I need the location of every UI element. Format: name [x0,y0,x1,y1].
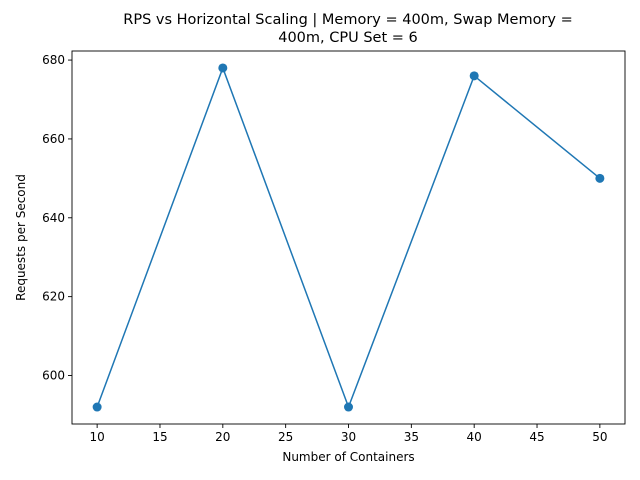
x-tick-label: 25 [278,430,293,444]
data-point [469,71,479,81]
series-line-group [92,63,605,412]
y-tick-label: 640 [42,211,65,225]
plot-frame [71,50,626,425]
x-tick-label: 20 [215,430,230,444]
x-tick-label: 40 [467,430,482,444]
data-point [218,63,228,73]
y-tick-label: 680 [42,53,65,67]
chart-title-line-2: 400m, CPU Set = 6 [278,30,418,46]
chart-title: RPS vs Horizontal Scaling | Memory = 400… [123,12,573,46]
y-axis-label: Requests per Second [14,174,28,301]
data-point [92,402,102,412]
x-axis-ticks: 10 15 20 25 30 35 40 45 50 [89,424,608,444]
data-point [344,402,353,412]
x-axis-label: Number of Containers [282,450,414,464]
y-tick-label: 620 [42,290,65,304]
x-tick-label: 10 [89,430,104,444]
data-point [595,173,605,183]
chart-title-line-1: RPS vs Horizontal Scaling | Memory = 400… [123,12,573,28]
x-tick-label: 50 [592,430,607,444]
x-tick-label: 35 [404,430,419,444]
x-tick-label: 45 [529,430,544,444]
x-tick-label: 30 [341,430,356,444]
x-tick-label: 15 [152,430,167,444]
y-tick-label: 660 [42,132,65,146]
series-line [96,65,601,410]
y-tick-label: 600 [42,369,65,383]
y-axis-ticks: 600 620 640 660 680 [42,53,72,383]
